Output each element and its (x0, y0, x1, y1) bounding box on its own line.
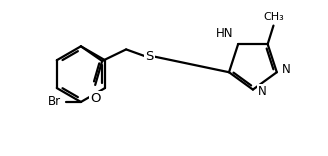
Text: S: S (145, 50, 154, 63)
Text: Br: Br (48, 95, 61, 108)
Text: HN: HN (216, 27, 234, 39)
Text: N: N (257, 85, 266, 98)
Text: N: N (281, 63, 290, 76)
Text: O: O (90, 92, 100, 105)
Text: CH₃: CH₃ (263, 12, 284, 22)
